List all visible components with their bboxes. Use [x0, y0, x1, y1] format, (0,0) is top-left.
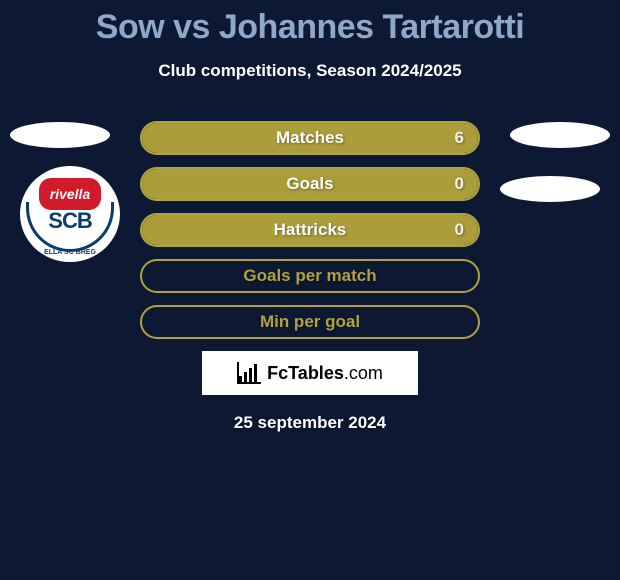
badge-main-text: SCB — [20, 208, 120, 234]
stat-bar-label: Min per goal — [260, 312, 360, 332]
stat-bar-goals-per-match: Goals per match — [140, 259, 480, 293]
page-subtitle: Club competitions, Season 2024/2025 — [0, 61, 620, 81]
stat-bar-value: 0 — [455, 220, 464, 240]
stat-bar-label: Matches — [276, 128, 344, 148]
club-badge: rivella SCB ELLA SC BREG — [20, 166, 120, 262]
stat-bar-label: Goals — [286, 174, 333, 194]
brand-bold: FcTables — [267, 363, 344, 383]
stat-bars: Matches 6 Goals 0 Hattricks 0 Goals per … — [140, 121, 480, 339]
date-text: 25 september 2024 — [0, 413, 620, 433]
brand-box[interactable]: FcTables.com — [202, 351, 418, 395]
stat-bar-goals: Goals 0 — [140, 167, 480, 201]
left-logo-placeholder — [10, 122, 110, 148]
chart-icon — [237, 362, 261, 384]
right-logo-placeholder-2 — [500, 176, 600, 202]
stat-bar-value: 0 — [455, 174, 464, 194]
stat-bar-min-per-goal: Min per goal — [140, 305, 480, 339]
stat-bar-value: 6 — [455, 128, 464, 148]
stat-bar-hattricks: Hattricks 0 — [140, 213, 480, 247]
badge-small-text: ELLA SC BREG — [20, 249, 120, 256]
page-title: Sow vs Johannes Tartarotti — [0, 0, 620, 47]
right-logo-placeholder-1 — [510, 122, 610, 148]
stat-bar-matches: Matches 6 — [140, 121, 480, 155]
stat-bar-label: Hattricks — [274, 220, 347, 240]
brand-light: .com — [344, 363, 383, 383]
brand-text: FcTables.com — [267, 363, 383, 384]
stat-bar-label: Goals per match — [243, 266, 376, 286]
